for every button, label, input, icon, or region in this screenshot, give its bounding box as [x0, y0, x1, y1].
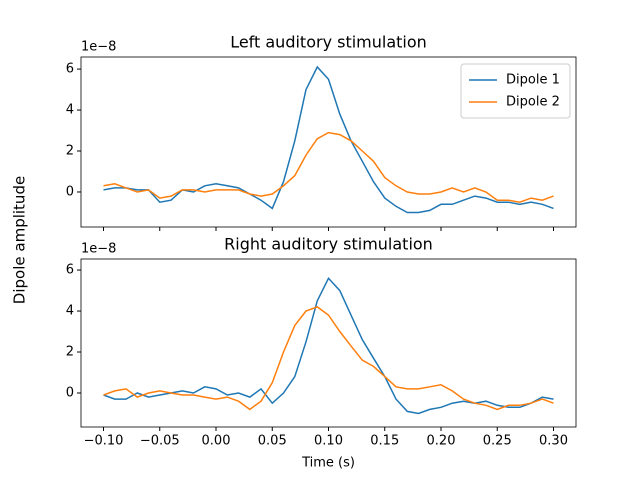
legend-label: Dipole 1	[506, 73, 560, 88]
legend-box	[460, 63, 571, 119]
axes-frame	[80, 56, 577, 228]
y-tick-label: 4	[66, 304, 74, 319]
series-line	[103, 306, 554, 411]
legend-label: Dipole 2	[506, 95, 560, 110]
offset-label: 1e−8	[81, 40, 116, 55]
figure-y-label: Dipole amplitude	[11, 176, 29, 304]
x-tick-label: 0.30	[539, 434, 568, 449]
x-tick-label: 0.05	[258, 434, 287, 449]
y-tick-label: 2	[66, 144, 74, 159]
y-tick-label: 4	[66, 103, 74, 118]
y-tick-label: 6	[66, 62, 74, 77]
x-tick-label: 0.25	[483, 434, 512, 449]
x-tick-label: 0.15	[370, 434, 399, 449]
x-tick-label: 0.00	[202, 434, 231, 449]
chart-title: Left auditory stimulation	[230, 33, 427, 52]
chart-title: Right auditory stimulation	[224, 235, 433, 254]
y-tick-label: 2	[66, 345, 74, 360]
series-line	[103, 276, 554, 415]
legend: Dipole 1 Dipole 2	[460, 63, 571, 119]
x-tick-label: 0.10	[314, 434, 343, 449]
x-axis-label: Time (s)	[301, 456, 355, 471]
y-tick-label: 6	[66, 263, 74, 278]
offset-label: 1e−8	[81, 242, 116, 257]
series-line	[103, 65, 554, 214]
x-tick-label: 0.20	[427, 434, 456, 449]
y-tick-label: 0	[66, 184, 74, 199]
y-tick-label: 0	[66, 385, 74, 400]
x-tick-label: −0.10	[84, 434, 124, 449]
series-line	[103, 131, 554, 203]
axes-frame	[80, 258, 577, 428]
x-tick-label: −0.05	[140, 434, 180, 449]
